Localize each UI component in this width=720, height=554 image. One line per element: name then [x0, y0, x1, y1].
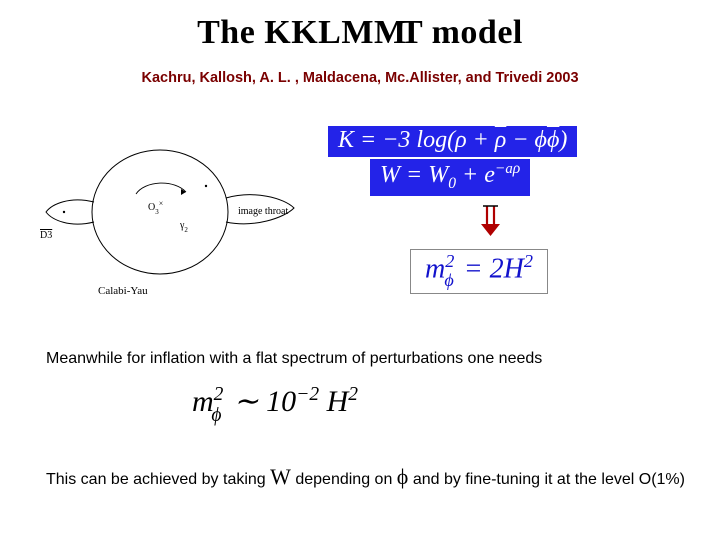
o3-label: O3×	[148, 199, 163, 216]
W-symbol: W	[270, 464, 291, 489]
eq-K: K = −3 log(ρ + ρ − ϕϕ)	[328, 126, 577, 157]
implies-arrow-icon	[478, 204, 504, 238]
para-2: This can be achieved by taking W dependi…	[46, 462, 686, 492]
calabi-yau-label: Calabi-Yau	[98, 285, 148, 297]
slide-title: The KKLMMT model	[0, 14, 720, 52]
mid-row: O3× γ2 D3 image throat Calabi-Yau K = −3…	[0, 122, 720, 322]
author-line: Kachru, Kallosh, A. L. , Maldacena, Mc.A…	[0, 70, 720, 86]
p2b: depending on	[291, 471, 397, 488]
eq-W: W = W0 + e−aρ	[370, 159, 530, 196]
p2a: This can be achieved by taking	[46, 471, 270, 488]
eq-mass2: m2ϕ∼ 10−2 H2	[192, 384, 358, 424]
phi-symbol: ϕ	[397, 464, 409, 489]
para-1: Meanwhile for inflation with a flat spec…	[46, 350, 686, 368]
calabi-yau-diagram: O3× γ2 D3 image throat Calabi-Yau	[40, 136, 310, 311]
p2c: and by fine-tuning it at the level O(1%)	[408, 471, 685, 488]
equation-block: K = −3 log(ρ + ρ − ϕϕ) W = W0 + e−aρ m2ϕ…	[328, 126, 688, 294]
d3bar-label: D3	[40, 230, 52, 241]
gamma2-label: γ2	[179, 220, 188, 234]
eq-mass1: m2ϕ= 2H2	[410, 249, 548, 294]
image-throat-label: image throat	[238, 206, 288, 217]
